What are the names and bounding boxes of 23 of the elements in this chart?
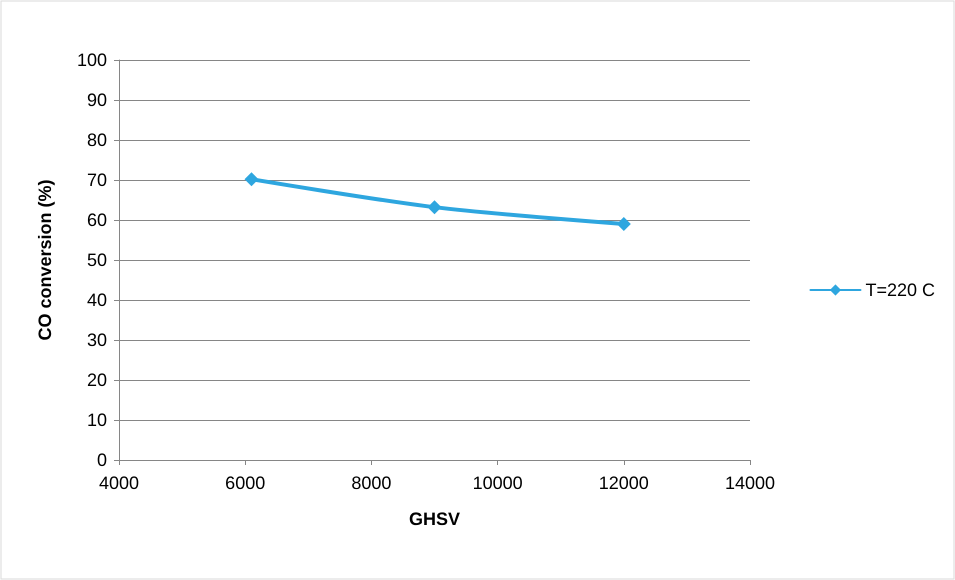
x-tick-label: 4000 [98,473,140,493]
x-tick-label: 14000 [724,473,776,493]
y-tick-label: 60 [86,210,107,230]
x-axis-title: GHSV [408,509,460,529]
point [244,172,259,186]
y-tick-label: 30 [86,330,107,350]
x-tick-label: 8000 [351,473,392,493]
legend-label: T=220 C [865,280,936,300]
y-tick-label: 40 [86,290,107,310]
y-tick-label: 80 [86,130,107,150]
y-tick-label: 50 [86,250,107,270]
x-tick-label: 6000 [225,473,266,493]
y-tick-label: 20 [86,370,107,390]
point [616,217,631,231]
y-tick-label: 70 [86,170,107,190]
y-tick-label: 100 [76,50,107,70]
x-tick-label: 12000 [598,473,649,493]
x-tick-label: 10000 [472,473,523,493]
y-tick-label: 0 [96,450,107,470]
y-tick-label: 90 [86,90,107,110]
y-tick-label: 10 [86,410,107,430]
y-axis-title: CO conversion (%) [35,179,55,341]
point [428,200,442,214]
